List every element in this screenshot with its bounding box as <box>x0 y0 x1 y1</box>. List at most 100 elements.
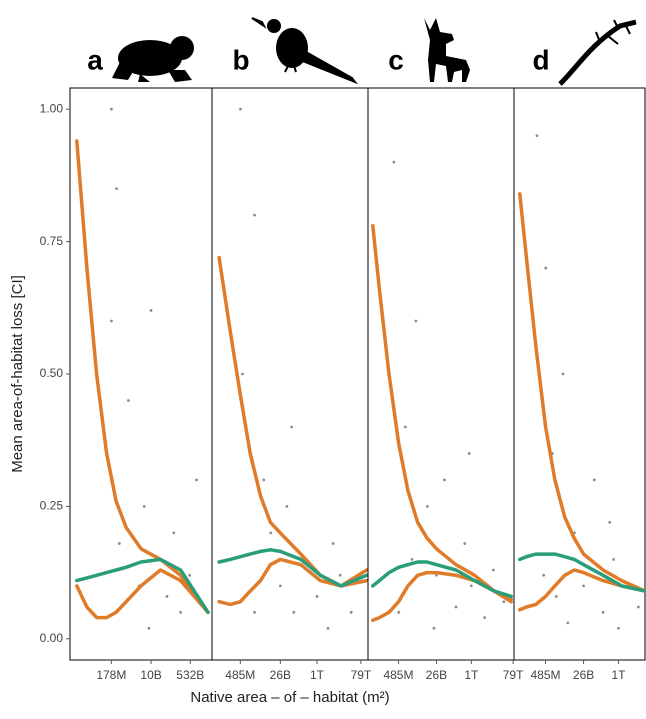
dog-icon <box>424 18 470 82</box>
panel-frame <box>69 87 213 661</box>
data-point <box>195 478 198 482</box>
x-tick-label: 10B <box>140 668 161 682</box>
y-tick-label: 1.00 <box>40 101 64 115</box>
y-axis-title: Mean area-of-habitat loss [CI] <box>9 275 26 473</box>
smooth-line <box>75 557 210 615</box>
data-point <box>582 584 585 588</box>
data-point <box>612 557 615 561</box>
data-point <box>502 600 506 604</box>
data-point <box>425 505 429 508</box>
data-point <box>592 478 596 482</box>
data-point <box>165 595 169 598</box>
data-point <box>535 134 539 138</box>
data-point <box>239 107 242 111</box>
data-point <box>149 309 153 312</box>
data-point <box>454 605 458 609</box>
data-point <box>432 626 436 630</box>
data-point <box>542 573 546 577</box>
data-point <box>554 595 558 598</box>
bird-icon <box>251 17 358 85</box>
smooth-line <box>75 139 210 615</box>
data-point <box>435 573 438 577</box>
data-point <box>403 425 407 429</box>
data-point <box>188 573 192 577</box>
data-point <box>253 610 256 614</box>
x-tick-label: 79T <box>351 668 372 682</box>
y-tick-label: 0.75 <box>40 234 64 248</box>
x-tick-label: 1T <box>310 668 325 682</box>
data-point <box>269 531 273 535</box>
data-point <box>463 542 467 545</box>
data-point <box>338 573 342 577</box>
data-point <box>617 626 620 630</box>
x-tick-label: 26B <box>573 668 594 682</box>
data-point <box>561 372 565 376</box>
data-point <box>142 505 146 508</box>
data-point <box>115 187 118 191</box>
data-point <box>172 531 176 535</box>
data-point <box>117 542 121 545</box>
data-point <box>566 621 570 625</box>
data-point <box>392 160 396 164</box>
data-point <box>636 605 640 609</box>
data-point <box>126 399 130 402</box>
smooth-line <box>518 192 646 593</box>
x-tick-label: 178M <box>96 668 126 682</box>
data-point <box>110 107 113 111</box>
data-point <box>544 266 548 270</box>
smooth-line <box>217 255 369 588</box>
data-point <box>179 610 183 614</box>
data-point <box>253 213 256 217</box>
y-tick-label: 0.25 <box>40 499 64 513</box>
smooth-line <box>518 552 646 593</box>
smooth-line <box>75 568 210 620</box>
data-point <box>241 372 244 376</box>
data-point <box>410 557 414 561</box>
smooth-line <box>371 560 513 599</box>
x-tick-label: 1T <box>464 668 479 682</box>
x-tick-label: 485M <box>530 668 560 682</box>
smooth-line <box>518 568 646 612</box>
panel-label: a <box>87 44 103 75</box>
x-tick-label: 26B <box>426 668 447 682</box>
data-point <box>315 595 319 598</box>
x-tick-label: 532B <box>176 668 204 682</box>
smooth-line <box>217 548 369 588</box>
panel-label: c <box>388 44 404 75</box>
data-point <box>290 425 294 429</box>
data-point <box>147 626 151 630</box>
data-point <box>110 319 113 323</box>
y-tick-label: 0.50 <box>40 366 64 380</box>
data-point <box>443 478 446 482</box>
data-point <box>601 610 605 614</box>
data-point <box>331 542 335 545</box>
x-tick-label: 485M <box>383 668 413 682</box>
lizard-icon <box>558 19 637 86</box>
data-point <box>467 452 471 455</box>
x-axis-title: Native area – of – habitat (m²) <box>190 689 389 706</box>
panel-label: b <box>232 44 249 75</box>
data-point <box>326 626 330 630</box>
points <box>110 107 198 630</box>
smooth-line <box>371 223 513 604</box>
panel-frame <box>513 87 646 661</box>
data-point <box>491 568 495 572</box>
data-point <box>397 610 401 614</box>
data-point <box>483 616 486 620</box>
x-tick-label: 1T <box>611 668 626 682</box>
data-point <box>285 505 289 508</box>
data-point <box>278 584 282 588</box>
data-point <box>349 610 353 614</box>
data-point <box>469 584 473 588</box>
x-tick-label: 26B <box>270 668 291 682</box>
data-point <box>414 319 418 323</box>
data-point <box>608 520 612 524</box>
smooth-line <box>371 570 513 623</box>
data-point <box>262 478 266 482</box>
points <box>392 160 506 630</box>
frog-icon <box>112 36 194 82</box>
y-tick-label: 0.00 <box>40 631 64 645</box>
data-point <box>292 610 296 614</box>
smooth-line <box>217 557 369 607</box>
